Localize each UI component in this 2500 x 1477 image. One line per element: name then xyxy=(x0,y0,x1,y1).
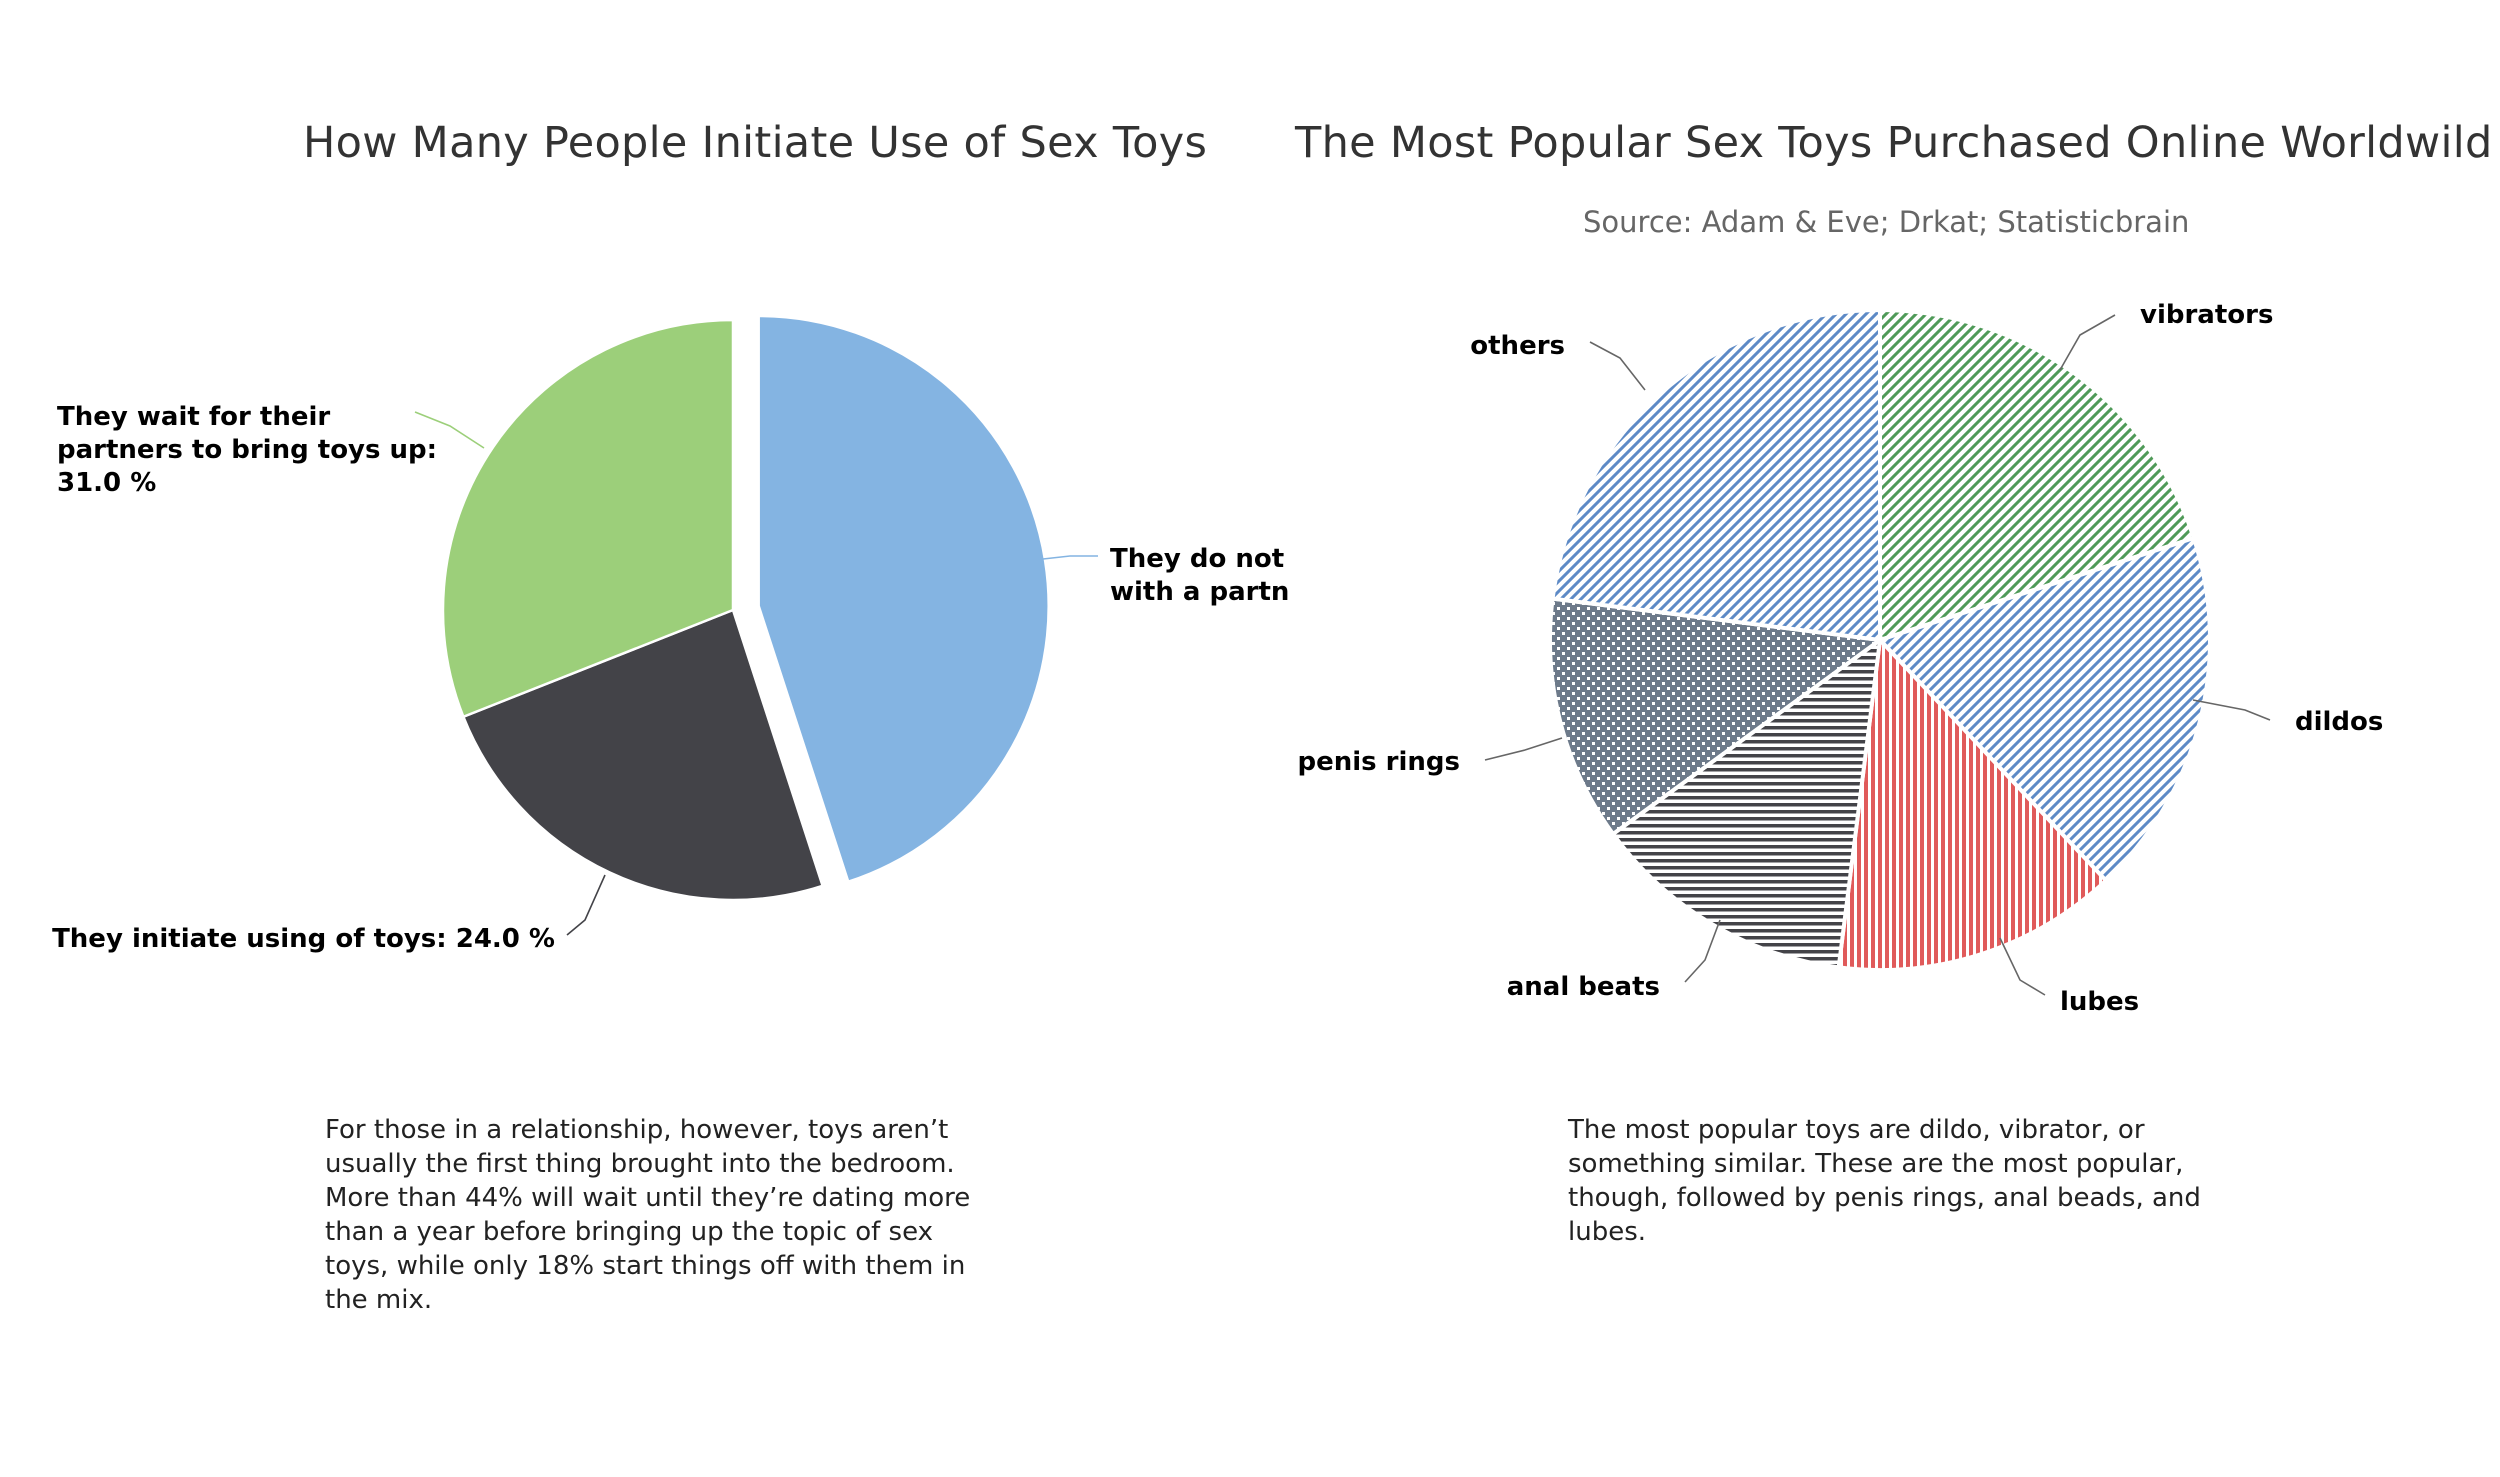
left-label-they-wait-for-their: They wait for their partners to bring toy… xyxy=(57,402,437,498)
right-connector-dildos xyxy=(2192,699,2271,721)
right-slice-anal-beats[interactable] xyxy=(1610,635,1883,970)
left-slice-they-wait-for-their[interactable] xyxy=(441,318,735,719)
left-connector-they-do-not xyxy=(1033,555,1098,561)
right-label-penis-rings: penis rings xyxy=(1297,747,1460,777)
right-connector-vibrators xyxy=(2059,314,2116,371)
right-slice-vibrators[interactable] xyxy=(1878,307,2197,643)
left-pie-chart: They do not with a partne They initiate us… xyxy=(52,314,1290,954)
right-label-dildos: dildos xyxy=(2295,707,2383,737)
right-label-lubes: lubes xyxy=(2060,987,2139,1017)
left-caption: For those in a relationship, however, to… xyxy=(325,1115,971,1315)
right-connector-penis-rings xyxy=(1484,737,1563,761)
right-label-vibrators: vibrators xyxy=(2140,300,2273,330)
left-label-they-initiate-using-of-toys-24-0: They initiate using of toys: 24.0 % xyxy=(52,924,555,954)
left-connector-they-wait-for-their xyxy=(414,411,485,449)
right-label-others: others xyxy=(1470,331,1565,361)
left-connector-they-initiate-using-of-toys-24-0 xyxy=(566,874,606,936)
right-connector-anal-beats xyxy=(1684,919,1721,983)
right-pie-chart: vibrators dildos lubes anal beats penis ring… xyxy=(1297,300,2383,1017)
right-slice-dildos[interactable] xyxy=(1876,535,2212,884)
right-chart-title: The Most Popular Sex Toys Purchased Onli… xyxy=(1295,118,2493,168)
left-slice-they-do-not[interactable] xyxy=(757,314,1050,884)
right-label-anal-beats: anal beats xyxy=(1507,972,1660,1002)
left-label-they-do-not: They do not with a partne xyxy=(1110,544,1290,607)
right-connector-others xyxy=(1589,341,1646,391)
right-connector-lubes xyxy=(1999,937,2046,996)
right-slice-penis-rings[interactable] xyxy=(1548,596,1886,837)
right-slice-others[interactable] xyxy=(1550,307,1882,643)
left-chart-title: How Many People Initiate Use of Sex Toys xyxy=(303,118,1208,168)
right-slice-lubes[interactable] xyxy=(1836,635,2109,972)
right-chart-subtitle: Source: Adam & Eve; Drkat; Statisticbrai… xyxy=(1583,205,2190,239)
right-caption: The most popular toys are dildo, vibrato… xyxy=(1568,1115,2201,1247)
